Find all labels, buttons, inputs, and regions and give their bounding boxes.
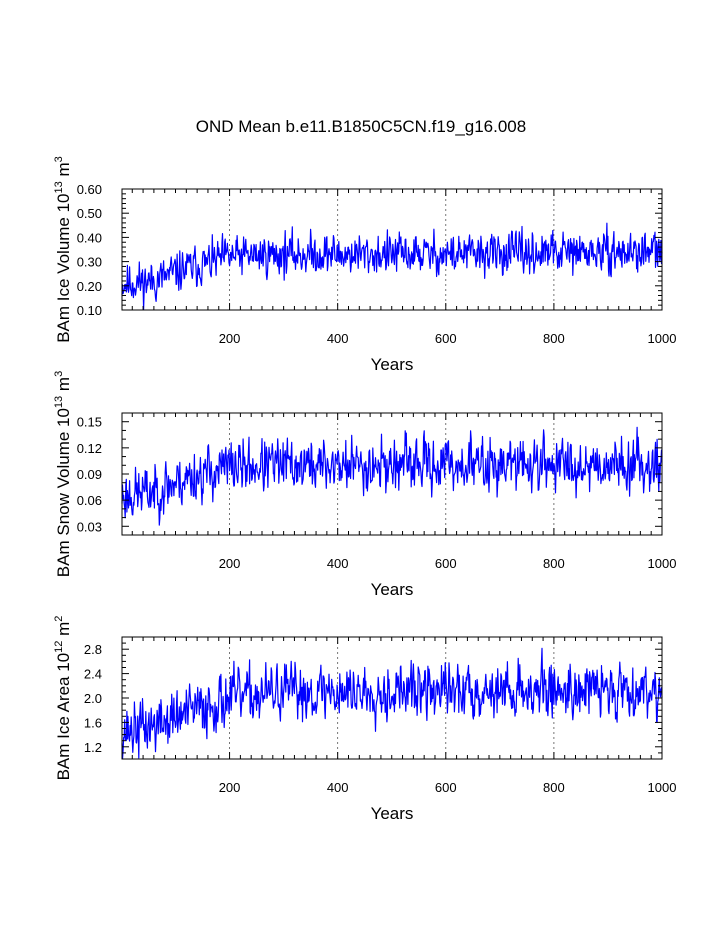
y-tick-label: 2.8: [84, 642, 102, 657]
y-tick-label: 1.2: [84, 740, 102, 755]
x-tick-label: 600: [435, 556, 457, 571]
x-tick-label: 800: [543, 556, 565, 571]
x-axis-label: Years: [371, 355, 414, 374]
x-tick-label: 400: [327, 331, 349, 346]
y-tick-label: 0.15: [77, 415, 102, 430]
x-axis-label: Years: [371, 804, 414, 823]
series-line: [121, 426, 663, 526]
y-tick-label: 0.06: [77, 493, 102, 508]
x-tick-label: 1000: [648, 556, 677, 571]
y-tick-label: 0.60: [77, 182, 102, 197]
y-tick-label: 0.30: [77, 255, 102, 270]
y-tick-label: 1.6: [84, 715, 102, 730]
y-tick-label: 0.20: [77, 279, 102, 294]
x-tick-label: 800: [543, 331, 565, 346]
panel-ice-area: 200 400 600 800 1000 1.2 1.6 2.0 2.4 2.8 Years BAm …: [53, 616, 676, 823]
y-tick-label: 0.03: [77, 519, 102, 534]
x-axis-label: Years: [371, 580, 414, 599]
series-line: [121, 647, 663, 760]
series-line: [121, 222, 663, 311]
x-tick-label: 400: [327, 780, 349, 795]
x-tick-label: 200: [219, 780, 241, 795]
figure-title: OND Mean b.e11.B1850C5CN.f19_g16.008: [196, 117, 526, 136]
x-tick-label: 200: [219, 556, 241, 571]
x-tick-label: 200: [219, 331, 241, 346]
x-tick-label: 400: [327, 556, 349, 571]
x-tick-label: 600: [435, 780, 457, 795]
y-tick-label: 2.0: [84, 691, 102, 706]
y-tick-label: 0.12: [77, 441, 102, 456]
y-axis-label: BAm Ice Area 1012 m2: [53, 616, 73, 781]
x-tick-label: 1000: [648, 780, 677, 795]
y-tick-label: 0.10: [77, 303, 102, 318]
x-tick-label: 1000: [648, 331, 677, 346]
x-tick-label: 800: [543, 780, 565, 795]
y-tick-label: 0.50: [77, 206, 102, 221]
panel-snow-volume: 200 400 600 800 1000 0.03 0.06 0.09 0.12 0.15 Year…: [53, 371, 676, 599]
y-tick-label: 0.09: [77, 467, 102, 482]
x-tick-label: 600: [435, 331, 457, 346]
panel-ice-volume: 200 400 600 800 1000 0.10 0.20 0.30 0.40 0.50 0.60…: [53, 156, 676, 374]
y-tick-label: 0.40: [77, 230, 102, 245]
y-axis-label: BAm Snow Volume 1013 m3: [53, 371, 73, 577]
y-tick-label: 2.4: [84, 667, 102, 682]
panels: 200 400 600 800 1000 0.10 0.20 0.30 0.40 0.50 0.60…: [53, 156, 676, 823]
y-axis-label: BAm Ice Volume 1013 m3: [53, 156, 73, 343]
